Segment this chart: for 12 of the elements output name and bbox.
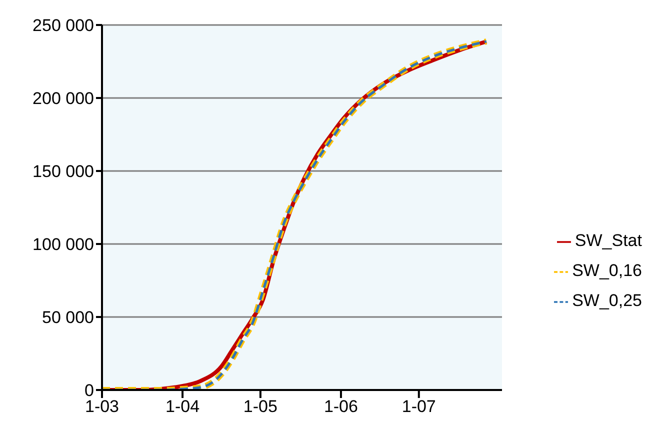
x-tick-label: 1-05 bbox=[243, 397, 278, 416]
x-tick-label: 1-04 bbox=[166, 397, 200, 416]
y-tick-label: 50 000 bbox=[42, 308, 94, 328]
y-tick-label: 100 000 bbox=[32, 235, 94, 254]
x-tick-label: 1-07 bbox=[402, 397, 436, 416]
legend-label: SW_0,25 bbox=[572, 291, 642, 310]
x-tick-label: 1-06 bbox=[324, 397, 358, 416]
y-tick-label: 200 000 bbox=[32, 89, 94, 108]
legend-label: SW_0,16 bbox=[572, 261, 642, 280]
legend-label: SW_Stat bbox=[574, 231, 642, 250]
y-tick-label: 250 000 bbox=[32, 16, 94, 36]
y-tick-label: 150 000 bbox=[32, 162, 94, 182]
